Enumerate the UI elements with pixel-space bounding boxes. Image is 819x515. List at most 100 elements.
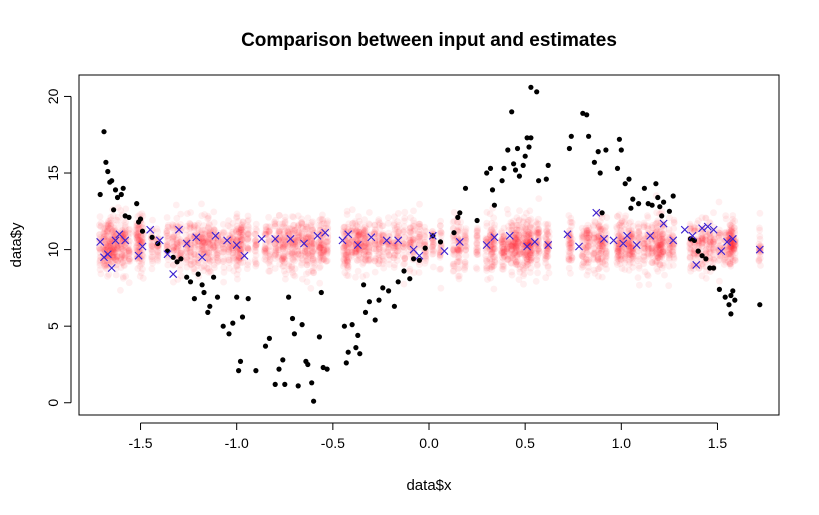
posterior-draw-point [173, 240, 181, 248]
input-data-point [649, 202, 655, 208]
posterior-draw-point [197, 242, 205, 250]
posterior-draw-point [164, 235, 172, 243]
input-data-point [214, 294, 221, 300]
posterior-draw-point [226, 241, 234, 249]
posterior-draw-point [133, 234, 141, 242]
posterior-draw-point [133, 224, 141, 232]
posterior-draw-point [195, 237, 203, 245]
posterior-draw-point [96, 262, 104, 269]
posterior-draw-point [104, 220, 111, 228]
posterior-draw-point [103, 238, 111, 246]
posterior-draw-point [206, 221, 213, 229]
input-data-point [266, 335, 272, 341]
posterior-draw-point [120, 261, 128, 269]
posterior-draw-point [239, 224, 246, 232]
posterior-draw-point [233, 256, 241, 263]
input-data-point [628, 205, 634, 211]
posterior-draw-point [186, 219, 194, 227]
posterior-draw-point [201, 233, 208, 241]
posterior-draw-point [219, 244, 227, 252]
posterior-draw-point [102, 265, 110, 273]
posterior-draw-point [139, 238, 147, 245]
posterior-draw-point [154, 254, 162, 261]
posterior-draw-point [220, 278, 228, 286]
posterior-draw-point [119, 242, 127, 250]
posterior-draw-point [209, 241, 217, 249]
posterior-draw-point [186, 246, 194, 254]
posterior-draw-point [125, 252, 133, 259]
posterior-draw-point [122, 228, 129, 236]
posterior-draw-point [104, 252, 112, 260]
posterior-draw-point [109, 248, 116, 256]
posterior-draw-point [114, 204, 122, 211]
posterior-draw-point [194, 246, 201, 253]
posterior-draw-point [215, 241, 222, 249]
posterior-draw-point [109, 212, 117, 220]
posterior-draw-point [100, 259, 107, 267]
posterior-draw-point [103, 261, 110, 268]
posterior-draw-point [225, 256, 233, 264]
posterior-draw-point [239, 241, 247, 249]
posterior-draw-point [133, 234, 140, 242]
posterior-draw-point [462, 246, 470, 254]
posterior-draw-point [125, 226, 133, 234]
posterior-draw-point [226, 256, 233, 264]
posterior-draw-point [568, 254, 576, 262]
posterior-draw-point [205, 259, 213, 267]
input-data-point [97, 191, 103, 198]
posterior-draw-point [135, 254, 143, 261]
posterior-draw-point [195, 237, 203, 245]
posterior-draw-point [169, 234, 177, 242]
posterior-draw-point [138, 238, 146, 246]
posterior-draw-point [109, 232, 117, 240]
input-data-point [599, 210, 605, 216]
input-data-point [622, 181, 628, 187]
input-data-point [462, 185, 469, 191]
posterior-draw-point [516, 207, 523, 215]
posterior-draw-point [198, 247, 206, 255]
posterior-draw-point [169, 222, 177, 230]
x-tick-label: 0.0 [419, 435, 439, 451]
posterior-draw-point [101, 233, 109, 241]
posterior-draw-point [134, 229, 141, 236]
posterior-draw-point [117, 264, 125, 271]
posterior-draw-point [214, 245, 222, 253]
posterior-draw-point [169, 247, 177, 255]
posterior-draw-point [200, 222, 208, 229]
posterior-draw-point [602, 254, 610, 262]
posterior-draw-point [122, 273, 130, 280]
posterior-draw-point [757, 262, 764, 269]
posterior-draw-point [118, 245, 126, 253]
posterior-draw-point [114, 217, 121, 224]
posterior-draw-point [229, 250, 237, 257]
posterior-draw-point [233, 228, 240, 236]
posterior-draw-point [229, 234, 236, 242]
input-data-point [184, 274, 190, 280]
posterior-draw-point [316, 264, 323, 272]
posterior-draw-point [366, 209, 373, 216]
posterior-draw-point [134, 265, 142, 272]
posterior-draw-point [106, 244, 114, 251]
posterior-draw-point [214, 242, 222, 250]
input-data-point [289, 315, 296, 322]
input-data-point [211, 274, 217, 280]
posterior-draw-point [96, 246, 104, 254]
input-data-point [345, 349, 351, 355]
posterior-draw-point [384, 247, 392, 255]
posterior-draw-point [394, 210, 402, 217]
posterior-draw-point [225, 259, 233, 266]
input-data-point [499, 178, 505, 184]
posterior-draw-point [170, 233, 178, 241]
posterior-draw-point [107, 233, 115, 241]
posterior-draw-point [205, 242, 213, 250]
posterior-draw-point [100, 251, 108, 259]
posterior-draw-point [104, 222, 111, 229]
posterior-draw-point [183, 222, 191, 230]
posterior-draw-point [232, 236, 240, 244]
posterior-draw-point [174, 276, 182, 283]
posterior-draw-point [661, 271, 668, 279]
posterior-draw-point [110, 253, 118, 261]
posterior-draw-point [233, 251, 241, 259]
posterior-draw-point [183, 226, 190, 234]
posterior-draw-point [228, 229, 236, 236]
